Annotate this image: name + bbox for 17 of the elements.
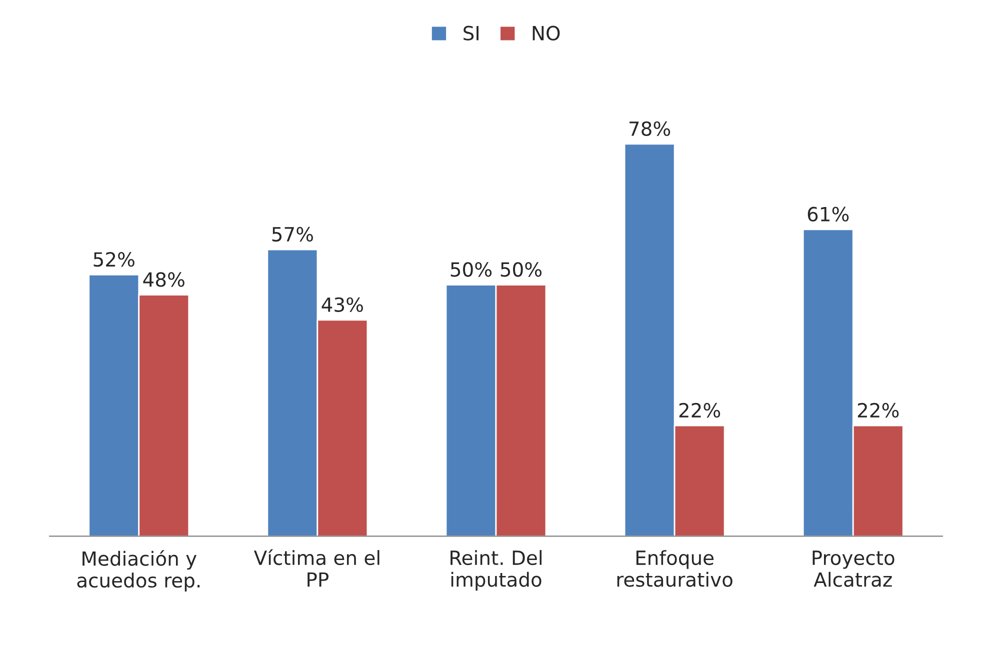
data-label: 61% xyxy=(808,206,849,222)
data-label: 52% xyxy=(94,252,134,267)
x-tick-label: Proyecto Alcatraz xyxy=(812,550,894,587)
x-tick-label: Enfoque restaurativo xyxy=(617,550,732,587)
x-tick-label: Mediación y acuedos rep. xyxy=(77,550,200,592)
data-label: 50% xyxy=(500,262,542,277)
data-label: 43% xyxy=(322,297,363,312)
data-label: 22% xyxy=(858,402,899,418)
x-tick-label: Víctima en el PP xyxy=(254,549,380,587)
data-label: 48% xyxy=(143,272,184,287)
data-label: 78% xyxy=(630,121,670,136)
x-tick-label: Reint. Del imputado xyxy=(450,550,542,591)
data-label: 57% xyxy=(272,226,313,242)
data-label: 22% xyxy=(679,402,720,418)
legend-label: SI xyxy=(464,26,478,40)
legend-label: NO xyxy=(532,26,560,40)
data-label: 50% xyxy=(450,262,492,277)
